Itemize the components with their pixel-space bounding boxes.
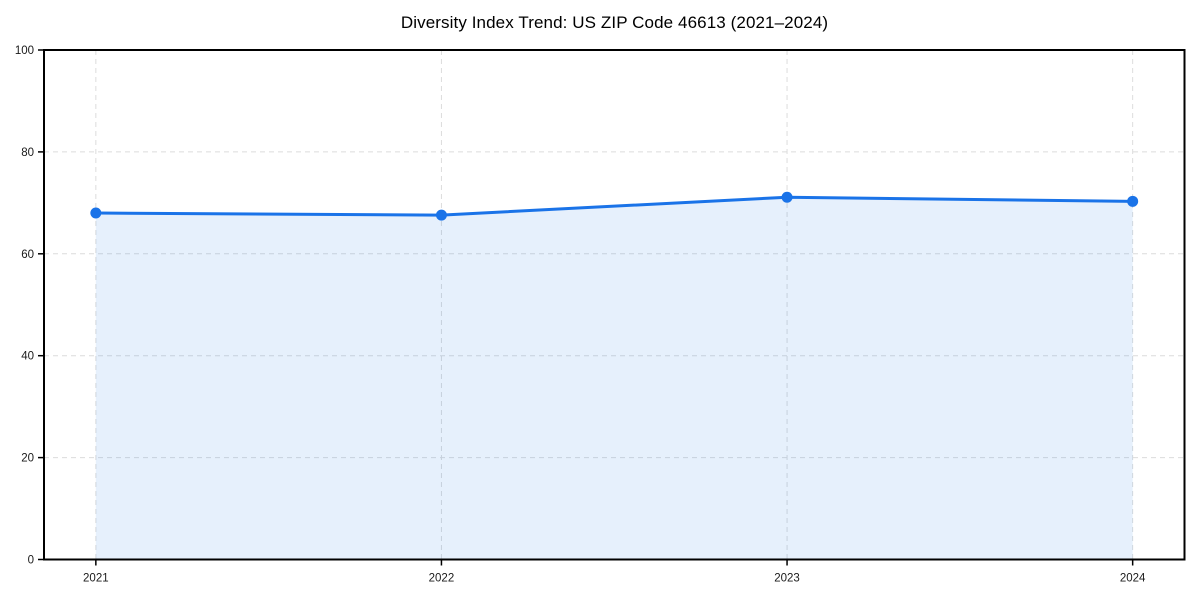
y-tick-label: 40 (21, 351, 34, 363)
trend-line (94, 195, 1135, 217)
data-point-2024 (1127, 195, 1139, 207)
x-tick-label: 2021 (83, 573, 109, 585)
chart-title: Diversity Index Trend: US ZIP Code 46613… (400, 13, 829, 32)
plot-frame (43, 49, 1186, 561)
y-tick-label: 60 (21, 249, 34, 261)
y-tick-label: 0 (28, 555, 34, 567)
data-point-2023 (781, 191, 793, 203)
y-tick-label: 80 (21, 147, 34, 159)
y-tick-label: 100 (15, 45, 34, 57)
y-tick-label: 20 (21, 453, 34, 465)
x-tick-label: 2023 (774, 573, 800, 585)
x-tick-label: 2022 (429, 573, 455, 585)
area-fill (95, 197, 1133, 560)
data-point-2022 (435, 209, 447, 221)
x-tick-label: 2024 (1120, 573, 1146, 585)
data-point-2021 (90, 207, 102, 219)
